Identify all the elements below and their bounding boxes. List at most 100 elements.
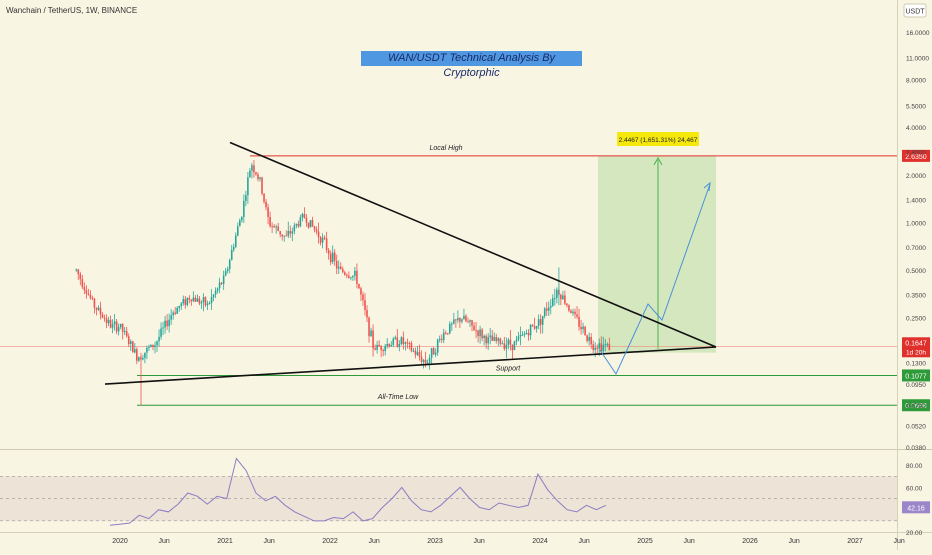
candle-body — [303, 214, 306, 218]
candle-body — [356, 270, 358, 284]
candle-body — [309, 220, 312, 228]
candle-body — [172, 312, 174, 316]
candle-body — [138, 357, 140, 361]
candle-body — [537, 319, 540, 326]
candle-body — [584, 326, 586, 336]
candle-body — [527, 333, 530, 336]
candle-body — [495, 337, 498, 342]
time-tick-label: 2024 — [532, 538, 548, 545]
candle-body — [307, 222, 310, 228]
candle-body — [85, 290, 88, 294]
candle-body — [277, 226, 279, 231]
candle-body — [513, 341, 516, 351]
candle-body — [424, 359, 427, 364]
candle-body — [499, 338, 502, 344]
candle-body — [119, 323, 122, 328]
price-tick-label: 0.0520 — [906, 423, 926, 430]
candle-body — [509, 339, 512, 345]
candle-body — [156, 341, 158, 346]
candle-body — [428, 357, 431, 363]
candle-body — [562, 295, 564, 300]
candle-body — [358, 283, 360, 289]
candle-body — [93, 298, 96, 308]
candle-body — [531, 324, 534, 327]
candle-body — [560, 294, 562, 300]
price-tick-label: 0.1300 — [906, 361, 926, 368]
candle-body — [515, 339, 518, 342]
candle-body — [539, 319, 542, 325]
candle-body — [293, 225, 296, 232]
candle-body — [259, 177, 261, 180]
candle-body — [545, 308, 548, 311]
candle-body — [594, 347, 596, 350]
candle-body — [220, 282, 223, 284]
candle-body — [170, 315, 172, 320]
time-tick-label: Jun — [263, 538, 274, 545]
candle-body — [473, 325, 475, 331]
candle-body — [570, 310, 572, 314]
current-price-tag: 0.1647 — [905, 340, 927, 347]
candle-body — [115, 321, 118, 332]
target-arrowhead — [653, 156, 663, 166]
price-tick-label: 1.4000 — [906, 197, 926, 204]
candle-body — [436, 339, 439, 353]
candle-body — [117, 327, 120, 332]
time-tick-label: Jun — [368, 538, 379, 545]
candle-body — [214, 290, 217, 295]
candle-body — [471, 320, 473, 326]
candle-body — [564, 295, 566, 304]
price-tick-label: 0.5000 — [906, 268, 926, 275]
candle-body — [107, 319, 110, 324]
candle-body — [87, 293, 90, 295]
candle-body — [519, 334, 522, 337]
candle-body — [166, 320, 168, 327]
candle-body — [444, 332, 447, 334]
currency-badge — [903, 3, 927, 18]
candle-body — [190, 299, 193, 302]
candle-body — [144, 352, 146, 358]
candle-body — [368, 317, 370, 337]
candle-body — [596, 347, 599, 349]
candle-body — [255, 172, 257, 175]
level-tag: 0.1077 — [905, 373, 927, 380]
candle-body — [529, 324, 532, 336]
candle-body — [95, 307, 98, 310]
level-name: Local High — [429, 145, 462, 152]
candle-body — [360, 288, 362, 295]
candle-body — [582, 326, 584, 330]
price-tick-label: 0.0950 — [906, 382, 926, 389]
level-tag: 0.0698 — [905, 403, 927, 410]
candle-body — [99, 307, 102, 315]
candle-body — [281, 234, 284, 237]
candle-body — [273, 226, 275, 228]
current-price-tag-bg — [902, 337, 930, 358]
time-tick-label: Jun — [683, 538, 694, 545]
candle-body — [491, 335, 494, 341]
candle-body — [267, 207, 269, 217]
candle-body — [497, 338, 500, 342]
candle-body — [192, 297, 195, 302]
price-tick-label: 16.0000 — [906, 30, 930, 37]
candle-body — [212, 294, 215, 298]
candle-body — [232, 246, 235, 250]
candle-body — [131, 341, 134, 353]
target-label-bg — [617, 132, 699, 146]
time-tick-label: 2027 — [847, 538, 863, 545]
candle-body — [182, 299, 185, 304]
candle-body — [216, 288, 219, 291]
candle-body — [602, 344, 605, 352]
candle-body — [554, 297, 556, 299]
candle-body — [109, 319, 112, 328]
candle-body — [416, 352, 419, 355]
candle-body — [297, 223, 300, 227]
projected-path — [599, 183, 711, 376]
candle-body — [404, 342, 407, 344]
candle-body — [146, 347, 148, 353]
candle-body — [408, 342, 411, 344]
candle-body — [134, 349, 136, 353]
candle-body — [463, 315, 465, 320]
candle-body — [475, 330, 477, 332]
candle-body — [467, 321, 469, 323]
